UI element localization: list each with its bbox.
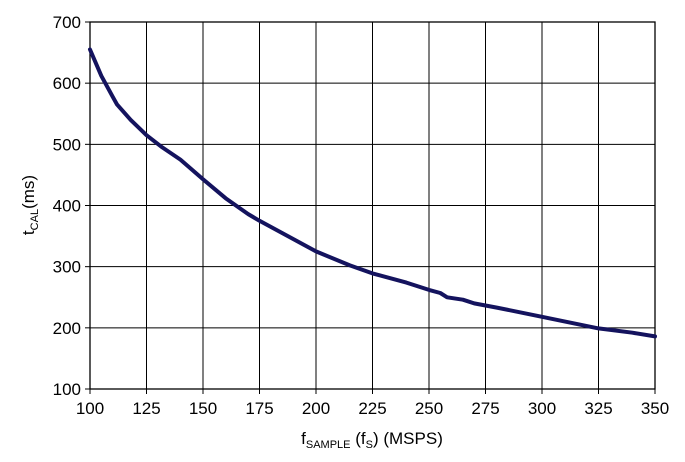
x-tick-label: 125 [132, 399, 160, 418]
y-axis-title-unit: (ms) [19, 175, 38, 209]
x-axis-title-mid1: (f [351, 429, 366, 448]
y-axis-title-main: t [19, 230, 38, 235]
x-axis-title: fSAMPLE (fS) (MSPS) [301, 429, 443, 451]
x-axis-title-sub2: S [366, 439, 373, 451]
y-axis-title: tCAL(ms) [19, 175, 41, 235]
x-axis-title-mid2: ) (MSPS) [373, 429, 443, 448]
x-axis-title-main: f [301, 429, 306, 448]
series-group [88, 47, 657, 339]
x-tick-label: 200 [302, 399, 330, 418]
y-tick-label: 300 [53, 258, 81, 277]
y-axis-ticks: 100 200 300 400 500 600 700 [53, 13, 90, 399]
y-tick-label: 600 [53, 74, 81, 93]
x-axis-ticks: 100 125 150 175 200 225 250 275 300 325 350 [76, 389, 669, 418]
y-tick-label: 100 [53, 380, 81, 399]
x-tick-label: 175 [245, 399, 273, 418]
x-tick-label: 150 [189, 399, 217, 418]
y-tick-label: 500 [53, 135, 81, 154]
y-tick-label: 200 [53, 319, 81, 338]
x-tick-label: 100 [76, 399, 104, 418]
x-tick-label: 225 [358, 399, 386, 418]
y-tick-label: 400 [53, 197, 81, 216]
x-axis-title-sub1: SAMPLE [306, 439, 351, 451]
y-tick-label: 700 [53, 13, 81, 32]
grid-lines [89, 21, 656, 390]
x-tick-label: 300 [528, 399, 556, 418]
x-tick-label: 250 [415, 399, 443, 418]
x-tick-label: 325 [584, 399, 612, 418]
y-axis-title-sub: CAL [29, 209, 41, 230]
x-tick-label: 275 [471, 399, 499, 418]
x-tick-label: 350 [641, 399, 669, 418]
series-line [88, 47, 657, 339]
